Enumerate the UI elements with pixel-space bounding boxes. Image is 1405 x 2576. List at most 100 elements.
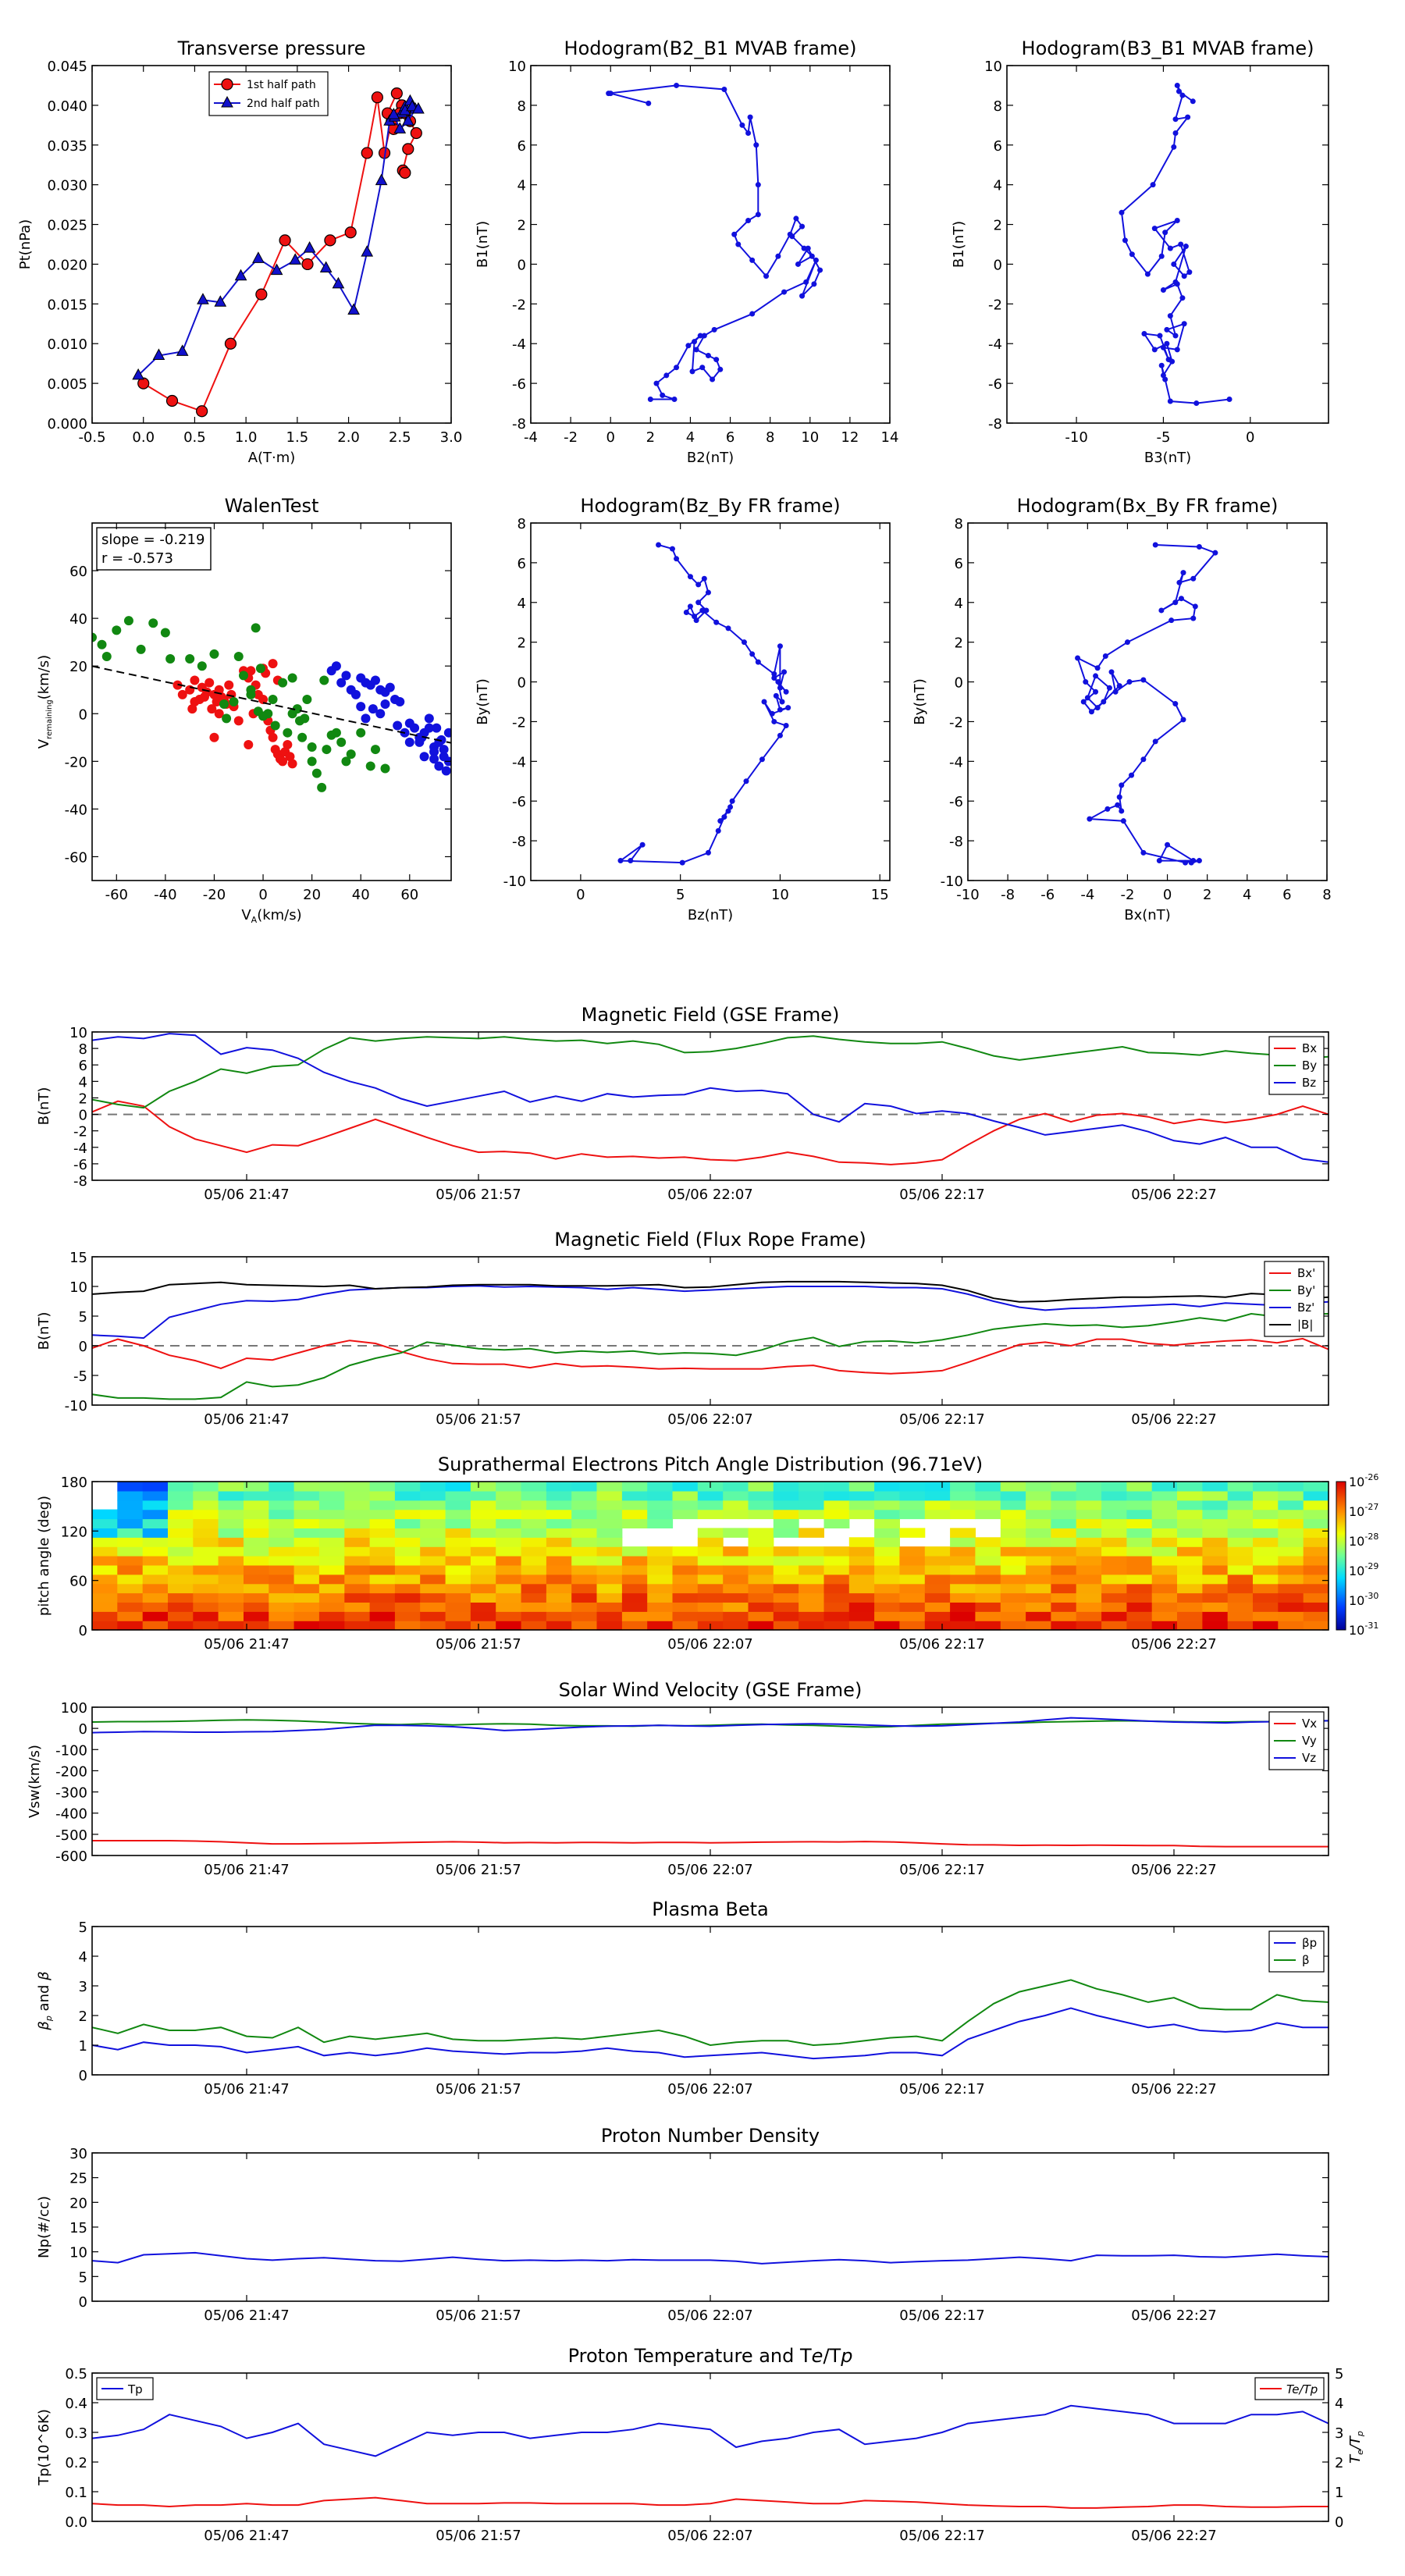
heatmap-cell — [168, 1611, 194, 1621]
data-point — [1106, 685, 1112, 691]
heatmap-cell — [596, 1574, 623, 1585]
x-tick-label: -60 — [105, 887, 128, 903]
heatmap-cell — [142, 1556, 169, 1566]
heatmap-cell — [975, 1602, 1001, 1612]
data-point — [1152, 738, 1158, 745]
x-tick-label: 05/06 22:17 — [899, 1862, 984, 1878]
heatmap-cell — [596, 1482, 623, 1492]
heatmap-cell — [445, 1490, 471, 1501]
scatter-point-blue — [375, 709, 386, 719]
heatmap-cell — [1051, 1556, 1077, 1566]
data-point — [717, 818, 724, 824]
scatter-point-green — [346, 749, 356, 760]
data-point — [1094, 705, 1101, 711]
heatmap-cell — [1000, 1621, 1026, 1631]
heatmap-cell — [168, 1556, 194, 1566]
scatter-point-green — [287, 673, 297, 683]
y-tick-label: -10 — [941, 873, 963, 890]
heatmap-cell — [874, 1583, 900, 1594]
data-point — [1171, 144, 1177, 150]
heatmap-cell — [975, 1583, 1001, 1594]
heatmap-cell — [773, 1518, 799, 1528]
heatmap-cell — [470, 1611, 496, 1621]
heatmap-cell — [1076, 1583, 1102, 1594]
heatmap-cell — [420, 1537, 446, 1547]
data-point — [811, 281, 817, 287]
heatmap-cell — [1177, 1500, 1203, 1510]
data-point — [301, 258, 314, 271]
heatmap-cell — [1303, 1518, 1329, 1528]
heatmap-cell — [1202, 1528, 1229, 1538]
heatmap-cell — [318, 1482, 345, 1492]
x-tick-label: 5 — [676, 887, 685, 903]
heatmap-cell — [244, 1509, 269, 1520]
heatmap-cell — [1051, 1611, 1077, 1621]
heatmap-cell — [874, 1518, 900, 1528]
heatmap-cell — [1227, 1602, 1254, 1612]
scatter-point-red — [199, 692, 209, 702]
heatmap-cell — [874, 1611, 900, 1621]
heatmap-cell — [1227, 1611, 1254, 1621]
heatmap-cell — [1051, 1621, 1077, 1631]
hodogram-bx-by-chart: Hodogram(Bx_By FR frame) -10 -8 -6 -4 -2 0 2 4 6 8… — [912, 495, 1332, 923]
heatmap-cell — [420, 1518, 446, 1528]
heatmap-cell — [1101, 1482, 1127, 1492]
data-point — [1124, 639, 1130, 646]
heatmap-cell — [596, 1518, 623, 1528]
y-right-sub-e: e — [1355, 2450, 1365, 2455]
heatmap-cell — [344, 1546, 371, 1557]
heatmap-cell — [142, 1583, 169, 1594]
heatmap-cell — [571, 1592, 598, 1603]
data-point — [1190, 575, 1197, 582]
data-point — [1196, 858, 1202, 864]
data-point — [663, 372, 670, 379]
plot-area — [606, 82, 823, 402]
x-tick-label: 05/06 21:57 — [436, 2081, 521, 2097]
x-tick-label: 12 — [841, 429, 859, 446]
data-point — [1167, 398, 1173, 404]
heatmap-cell — [1000, 1574, 1026, 1585]
y-tick-label: -2 — [512, 297, 526, 313]
heatmap-cell — [1151, 1574, 1178, 1585]
heatmap-cell — [244, 1556, 269, 1566]
heatmap-cell — [269, 1500, 295, 1510]
plot-frame — [530, 522, 891, 881]
heatmap-cell — [470, 1583, 496, 1594]
data-point — [1119, 209, 1125, 215]
heatmap-cell — [848, 1602, 875, 1612]
heatmap-cell — [848, 1592, 875, 1603]
heatmap-cell — [571, 1490, 598, 1501]
heatmap-cell — [924, 1592, 951, 1603]
heatmap-cell — [723, 1621, 749, 1631]
heatmap-cell — [1126, 1482, 1153, 1492]
heatmap-cell — [848, 1537, 875, 1547]
y-tick-label: -10 — [503, 873, 526, 890]
data-point — [689, 368, 695, 375]
heatmap-cell — [1000, 1518, 1026, 1528]
chart-title: Solar Wind Velocity (GSE Frame) — [559, 1679, 863, 1701]
heatmap-cell — [621, 1490, 648, 1501]
heatmap-cell — [269, 1518, 295, 1528]
data-point — [1172, 600, 1179, 606]
heatmap-cell — [848, 1500, 875, 1510]
x-tick-label: 05/06 21:47 — [204, 2528, 289, 2544]
heatmap-cell — [571, 1611, 598, 1621]
heatmap-cell — [117, 1500, 144, 1510]
y-tick-label: 2 — [994, 218, 1002, 234]
data-point — [739, 122, 745, 128]
y-tick-label: 2 — [79, 1091, 87, 1107]
y-tick-label: -100 — [55, 1742, 87, 1759]
heatmap-cell — [1000, 1500, 1026, 1510]
data-point — [669, 546, 675, 552]
heatmap-cell — [344, 1556, 371, 1566]
heatmap-cell — [672, 1564, 699, 1575]
annotation-r: r = -0.573 — [101, 550, 173, 567]
heatmap-cell — [647, 1490, 674, 1501]
heatmap-cell — [445, 1482, 471, 1492]
heatmap-cell — [193, 1556, 219, 1566]
heatmap-cell — [344, 1490, 371, 1501]
heatmap-cell — [975, 1611, 1001, 1621]
data-point — [224, 337, 237, 350]
heatmap-cell — [1026, 1574, 1051, 1585]
data-point — [731, 231, 738, 237]
